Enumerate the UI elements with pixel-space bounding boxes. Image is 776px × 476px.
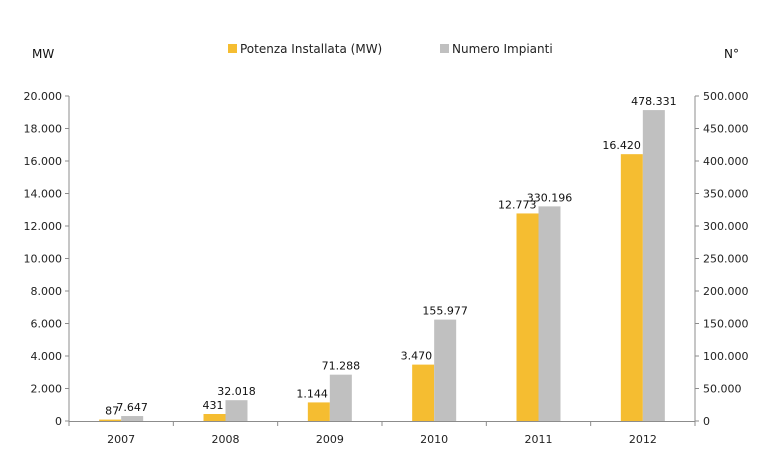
y-left-tick-label: 2.000 bbox=[31, 383, 63, 396]
y-left-tick-label: 0 bbox=[55, 415, 62, 428]
data-label-potenza-2012: 16.420 bbox=[602, 139, 641, 152]
x-tick-label: 2012 bbox=[629, 433, 657, 446]
y-axis-right-unit: N° bbox=[724, 47, 739, 61]
x-tick-label: 2010 bbox=[420, 433, 448, 446]
y-left-tick-label: 20.000 bbox=[24, 90, 63, 103]
data-label-impianti-2011: 330.196 bbox=[527, 191, 573, 204]
y-right-tick-label: 250.000 bbox=[703, 253, 749, 266]
axes bbox=[68, 96, 696, 422]
x-tick-label: 2011 bbox=[525, 433, 553, 446]
y-left-tick-label: 8.000 bbox=[31, 285, 63, 298]
legend-swatch-potenza bbox=[228, 44, 237, 53]
data-label-potenza-2010: 3.470 bbox=[401, 350, 433, 363]
legend-swatch-impianti bbox=[440, 44, 449, 53]
bar-impianti-2012 bbox=[642, 110, 665, 422]
data-label-potenza-2011: 12.773 bbox=[498, 198, 537, 211]
y-right-tick-label: 400.000 bbox=[703, 155, 749, 168]
bars bbox=[99, 110, 665, 422]
data-label-impianti-2009: 71.288 bbox=[322, 360, 361, 373]
y-right-tick-label: 500.000 bbox=[703, 90, 749, 103]
bar-potenza-2009 bbox=[307, 402, 330, 421]
x-tick-label: 2008 bbox=[212, 433, 240, 446]
legend: Potenza Installata (MW) Numero Impianti bbox=[228, 42, 553, 56]
data-label-potenza-2007: 87 bbox=[105, 405, 119, 418]
legend-label-potenza: Potenza Installata (MW) bbox=[240, 42, 382, 56]
bar-impianti-2010 bbox=[434, 319, 457, 421]
y-left-tick-label: 14.000 bbox=[24, 188, 63, 201]
x-tick-label: 2009 bbox=[316, 433, 344, 446]
y-left-tick-label: 6.000 bbox=[31, 318, 63, 331]
bar-impianti-2009 bbox=[329, 374, 352, 421]
data-label-potenza-2009: 1.144 bbox=[296, 387, 328, 400]
x-axis-ticks: 2007 2008 2009 2010 2011 2012 bbox=[68, 421, 696, 446]
y-left-tick-label: 4.000 bbox=[31, 350, 63, 363]
data-label-impianti-2012: 478.331 bbox=[631, 95, 677, 108]
y-axis-right-ticks: 0 50.000 100.000 150.000 200.000 250.000 300.0… bbox=[695, 90, 749, 428]
y-axis-left-ticks: 0 2.000 4.000 6.000 8.000 10.000 12.000 14.000 1… bbox=[24, 90, 69, 428]
data-label-impianti-2010: 155.977 bbox=[422, 305, 468, 318]
y-right-tick-label: 0 bbox=[703, 415, 710, 428]
y-left-tick-label: 12.000 bbox=[24, 220, 63, 233]
y-right-tick-label: 200.000 bbox=[703, 285, 749, 298]
y-right-tick-label: 100.000 bbox=[703, 350, 749, 363]
y-axis-left-unit: MW bbox=[32, 47, 54, 61]
x-tick-label: 2007 bbox=[107, 433, 135, 446]
bar-potenza-2010 bbox=[412, 364, 435, 421]
bar-potenza-2011 bbox=[516, 213, 539, 421]
y-left-tick-label: 10.000 bbox=[24, 253, 63, 266]
bar-impianti-2008 bbox=[225, 400, 248, 421]
bar-impianti-2011 bbox=[538, 206, 561, 421]
y-right-tick-label: 300.000 bbox=[703, 220, 749, 233]
bar-potenza-2007 bbox=[99, 419, 122, 421]
bar-potenza-2008 bbox=[203, 413, 226, 421]
y-right-tick-label: 150.000 bbox=[703, 318, 749, 331]
y-right-tick-label: 350.000 bbox=[703, 188, 749, 201]
data-label-impianti-2007: 7.647 bbox=[116, 401, 148, 414]
y-left-tick-label: 16.000 bbox=[24, 155, 63, 168]
data-label-impianti-2008: 32.018 bbox=[217, 385, 256, 398]
y-right-tick-label: 50.000 bbox=[703, 383, 742, 396]
y-right-tick-label: 450.000 bbox=[703, 123, 749, 136]
data-label-potenza-2008: 431 bbox=[203, 399, 224, 412]
bar-potenza-2012 bbox=[620, 154, 643, 422]
y-left-tick-label: 18.000 bbox=[24, 123, 63, 136]
legend-label-impianti: Numero Impianti bbox=[452, 42, 553, 56]
bar-impianti-2007 bbox=[121, 416, 144, 421]
